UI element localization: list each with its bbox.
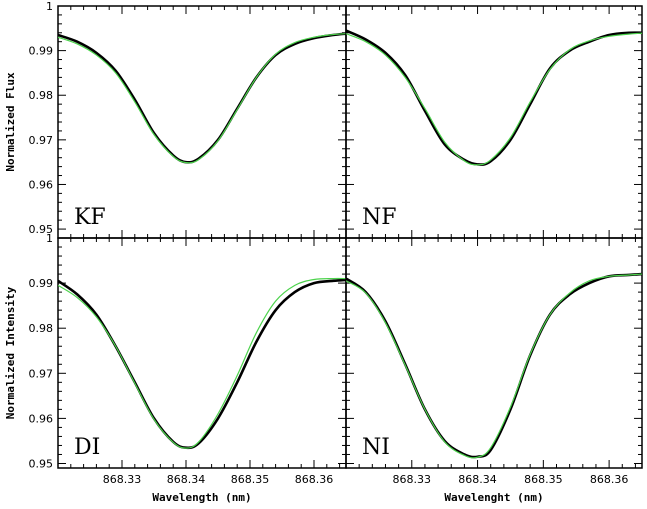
panels-layer: KF NF DI NI (57, 5, 643, 469)
y-tick-label: 0.99 (29, 45, 54, 58)
y-tick-label: 0.98 (29, 89, 54, 102)
observed-line (346, 272, 642, 459)
y-tick-label: 0.99 (29, 277, 54, 290)
panel-di: DI (57, 237, 347, 469)
panel-label: NF (362, 205, 397, 230)
x-tick-label: 868.33 (103, 473, 142, 486)
observed-line (58, 278, 346, 450)
panel-kf: KF (57, 5, 347, 239)
y-tick-label: 1 (46, 0, 53, 13)
x-tick-label: 868.35 (231, 473, 270, 486)
panel-ni: NI (345, 237, 643, 469)
panel-frame (57, 237, 347, 469)
x-axis-title: Wavelenght (nm) (444, 491, 543, 504)
y-axis-title: Normalized Intensity (4, 286, 17, 419)
x-tick-label: 868.33 (393, 473, 432, 486)
x-tick-label: 868.34 (458, 473, 497, 486)
panel-frame (345, 237, 643, 469)
y-tick-label: 1 (46, 232, 53, 245)
y-tick-label: 0.97 (29, 134, 54, 147)
x-tick-label: 868.36 (295, 473, 334, 486)
y-tick-label: 0.97 (29, 367, 54, 380)
axis-labels-layer: 0.95 0.96 0.97 0.98 0.99 1 Normalized Flux 0.95… (4, 0, 628, 504)
y-tick-label: 0.95 (29, 223, 54, 236)
model-line (58, 277, 346, 449)
x-axis-title: Wavelength (nm) (152, 491, 251, 504)
panel-nf: NF (345, 5, 643, 239)
y-tick-label: 0.96 (29, 412, 54, 425)
panel-label: KF (74, 205, 106, 230)
panel-label: DI (74, 435, 100, 460)
model-line (58, 33, 346, 164)
y-tick-label: 0.95 (29, 457, 54, 470)
x-tick-label: 868.34 (167, 473, 206, 486)
panel-frame (345, 5, 643, 239)
y-tick-label: 0.98 (29, 322, 54, 335)
observed-line (346, 29, 642, 166)
panel-label: NI (362, 435, 390, 460)
x-tick-label: 868.36 (590, 473, 629, 486)
y-axis-title: Normalized Flux (4, 72, 17, 172)
model-line (346, 273, 642, 459)
y-tick-label: 0.96 (29, 178, 54, 191)
x-tick-label: 868.35 (524, 473, 563, 486)
model-line (346, 32, 642, 166)
observed-line (58, 32, 346, 164)
